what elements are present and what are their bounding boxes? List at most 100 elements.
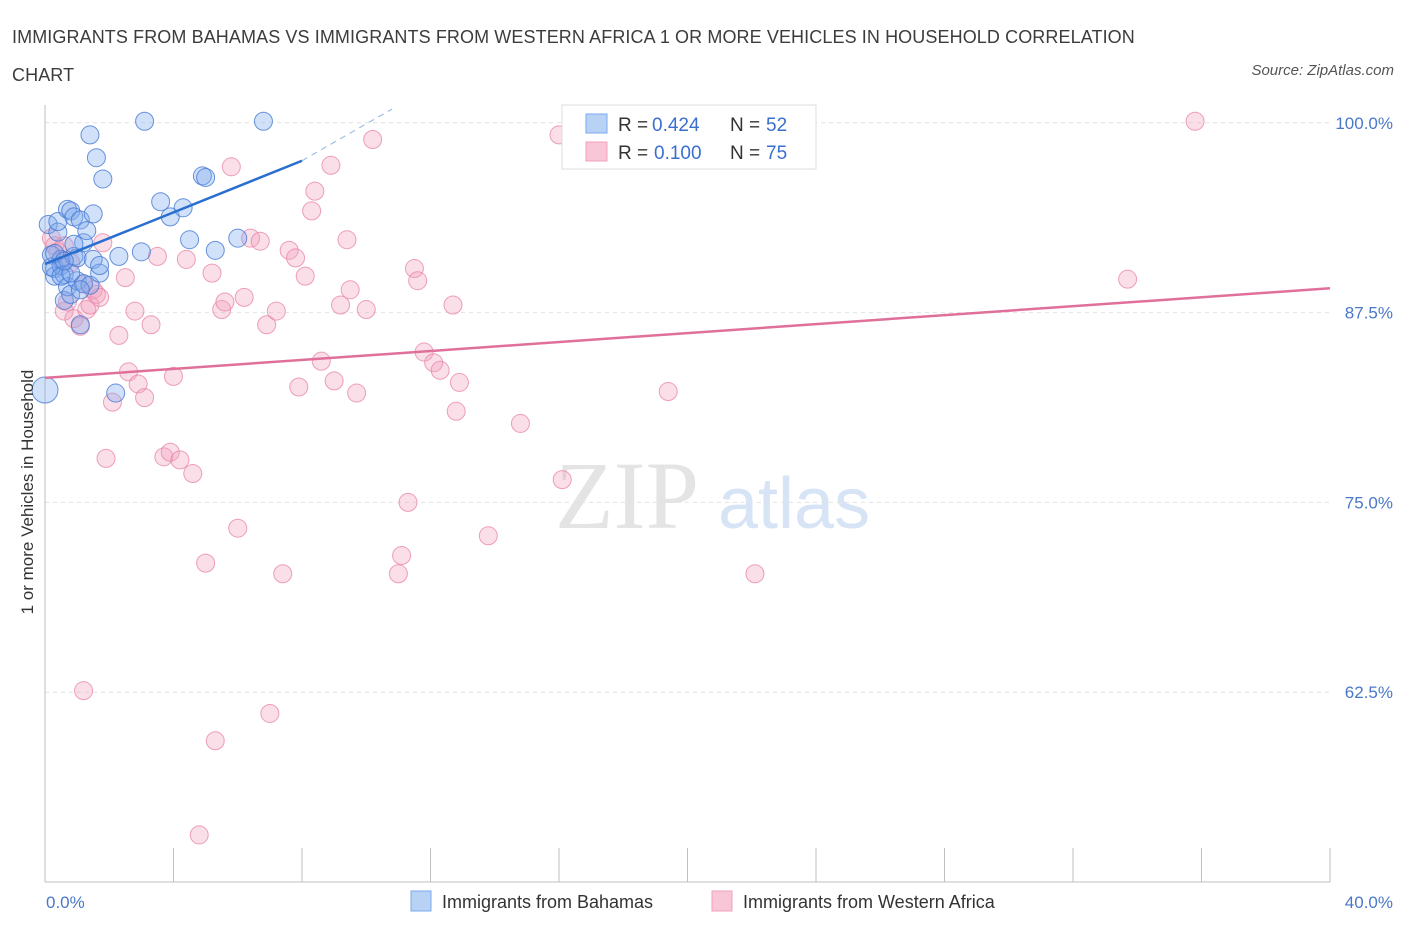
point-western-africa [212, 300, 232, 320]
point-western-africa [510, 413, 530, 433]
point-western-africa [424, 353, 444, 373]
point-western-africa [356, 300, 376, 320]
y-axis-label: 1 or more Vehicles in Household [18, 370, 37, 615]
legend-wafrica-r-value: 0.100 [654, 143, 702, 164]
bottom-legend-swatch-wafrica [711, 890, 733, 912]
point-western-africa [183, 464, 203, 484]
bottom-legend-bahamas: Immigrants from Bahamas [442, 892, 653, 912]
legend-wafrica-n-label: N = [730, 143, 760, 164]
point-western-africa [363, 129, 383, 149]
point-western-africa [443, 295, 463, 315]
point-bahamas [70, 210, 90, 230]
point-western-africa [115, 268, 135, 288]
point-western-africa [311, 351, 331, 371]
point-western-africa [96, 448, 116, 468]
point-western-africa [147, 246, 167, 266]
point-western-africa [302, 201, 322, 221]
point-bahamas [70, 315, 90, 335]
point-bahamas [61, 263, 81, 283]
legend-bahamas-r-value: 0.424 [652, 115, 700, 136]
point-bahamas [77, 221, 97, 241]
point-western-africa [196, 553, 216, 573]
point-bahamas [106, 383, 126, 403]
point-western-africa [408, 271, 428, 291]
point-western-africa [446, 401, 466, 421]
points-western-africa [41, 111, 1205, 845]
point-bahamas [109, 246, 129, 266]
point-bahamas [90, 256, 110, 276]
point-western-africa [340, 280, 360, 300]
point-western-africa [215, 292, 235, 312]
watermark-atlas: atlas [718, 464, 870, 544]
point-western-africa [80, 295, 100, 315]
bottom-legend-swatch-bahamas [410, 890, 432, 912]
point-bahamas [80, 125, 100, 145]
point-bahamas [93, 169, 113, 189]
chart-title: IMMIGRANTS FROM BAHAMAS VS IMMIGRANTS FR… [12, 27, 1135, 85]
point-western-africa [273, 564, 293, 584]
point-western-africa [228, 518, 248, 538]
bottom-legend-wafrica: Immigrants from Western Africa [743, 892, 996, 912]
legend-swatch-wafrica [585, 141, 608, 162]
y-tick-label: 100.0% [1335, 114, 1393, 133]
point-western-africa [430, 360, 450, 380]
point-western-africa [745, 564, 765, 584]
point-bahamas [253, 111, 273, 131]
point-western-africa [478, 526, 498, 546]
legend-bahamas-r-label: R = [618, 115, 648, 136]
point-western-africa [176, 249, 196, 269]
point-western-africa [279, 240, 299, 260]
point-bahamas [86, 148, 106, 168]
point-bahamas [151, 192, 171, 212]
bottom-legend: Immigrants from Bahamas Immigrants from … [410, 890, 996, 912]
legend-wafrica-n-value: 75 [766, 143, 787, 164]
point-western-africa [289, 377, 309, 397]
point-bahamas [180, 230, 200, 250]
source-label: Source: ZipAtlas.com [1251, 62, 1394, 79]
point-western-africa [250, 231, 270, 251]
point-bahamas [135, 111, 155, 131]
legend: R = 0.424 N = 52 R = 0.100 N = 75 [561, 104, 817, 170]
trend-lines [44, 108, 1331, 380]
point-bahamas [83, 204, 103, 224]
point-bahamas [196, 167, 216, 187]
legend-bahamas-n-value: 52 [766, 115, 787, 136]
point-bahamas [131, 242, 151, 262]
point-bahamas [192, 166, 212, 186]
point-western-africa [170, 450, 190, 470]
x-tick-min: 0.0% [46, 893, 85, 912]
point-bahamas [74, 274, 94, 294]
point-bahamas [70, 280, 90, 300]
point-bahamas [57, 199, 77, 219]
point-western-africa [331, 295, 351, 315]
point-western-africa [404, 259, 424, 279]
y-tick-label: 87.5% [1345, 304, 1393, 323]
point-western-africa [205, 731, 225, 751]
point-western-africa [658, 382, 678, 402]
point-western-africa [141, 315, 161, 335]
point-bahamas [205, 240, 225, 260]
point-bahamas [90, 263, 110, 283]
axes [44, 105, 1331, 883]
point-western-africa [57, 292, 77, 312]
point-western-africa [305, 181, 325, 201]
point-western-africa [125, 301, 145, 321]
trend-line-western-africa [44, 287, 1331, 380]
point-western-africa [552, 470, 572, 490]
point-western-africa [324, 371, 344, 391]
point-western-africa [1185, 111, 1205, 131]
watermark-zip: ZIP [555, 442, 699, 549]
point-western-africa [189, 825, 209, 845]
trend-line-bahamas [44, 159, 303, 266]
grid-lines [45, 122, 1330, 693]
x-tick-max: 40.0% [1345, 893, 1393, 912]
point-western-africa [1118, 269, 1138, 289]
point-bahamas [228, 228, 248, 248]
point-western-africa [260, 703, 280, 723]
point-western-africa [347, 383, 367, 403]
point-western-africa [202, 263, 222, 283]
point-western-africa [295, 266, 315, 286]
point-western-africa [109, 325, 129, 345]
point-western-africa [266, 301, 286, 321]
point-western-africa [164, 366, 183, 386]
